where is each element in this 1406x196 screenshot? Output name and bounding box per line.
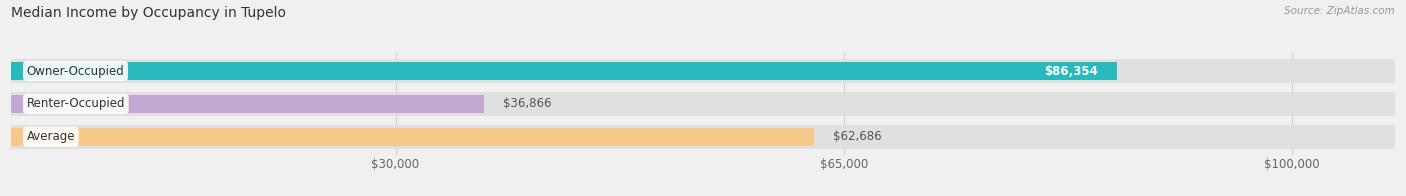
Bar xyxy=(11,125,1395,149)
Text: Average: Average xyxy=(27,130,75,143)
Text: $36,866: $36,866 xyxy=(503,97,551,110)
Bar xyxy=(11,95,484,113)
Text: Owner-Occupied: Owner-Occupied xyxy=(27,64,124,77)
Bar xyxy=(11,128,814,146)
Text: Source: ZipAtlas.com: Source: ZipAtlas.com xyxy=(1284,6,1395,16)
Text: Median Income by Occupancy in Tupelo: Median Income by Occupancy in Tupelo xyxy=(11,6,287,20)
Text: Renter-Occupied: Renter-Occupied xyxy=(27,97,125,110)
Bar xyxy=(11,62,1118,80)
Bar xyxy=(11,92,1395,116)
Bar xyxy=(11,59,1395,83)
Text: $86,354: $86,354 xyxy=(1045,64,1098,77)
Text: $62,686: $62,686 xyxy=(834,130,882,143)
